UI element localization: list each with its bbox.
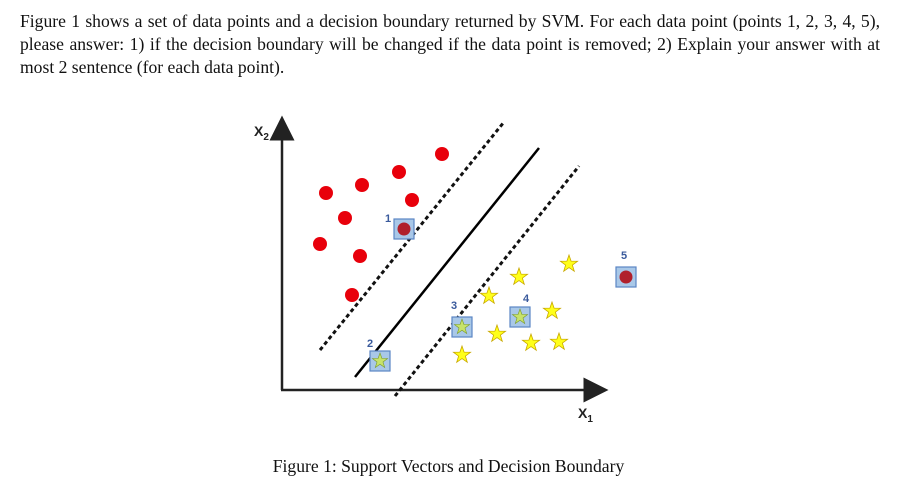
decision-boundary bbox=[354, 147, 540, 378]
x-axis-label: X1 bbox=[578, 405, 593, 425]
lower-margin-line bbox=[393, 165, 581, 397]
yellow-class-points bbox=[452, 253, 579, 364]
yellow-star bbox=[509, 266, 529, 286]
highlighted-point-5: 5 bbox=[615, 250, 637, 288]
point-label-1: 1 bbox=[385, 213, 391, 225]
yellow-star bbox=[521, 332, 541, 352]
red-point bbox=[392, 165, 406, 179]
figure-caption: Figure 1: Support Vectors and Decision B… bbox=[272, 456, 625, 476]
highlighted-point-4: 4 bbox=[509, 293, 531, 328]
red-point bbox=[319, 186, 333, 200]
red-class-points bbox=[313, 147, 449, 302]
question-text: Figure 1 shows a set of data points and … bbox=[20, 11, 880, 77]
point-label-2: 2 bbox=[367, 338, 373, 350]
red-point bbox=[353, 249, 367, 263]
yellow-star bbox=[559, 253, 579, 273]
yellow-star bbox=[549, 331, 569, 351]
highlighted-point-1: 1 bbox=[385, 213, 415, 240]
yellow-star bbox=[452, 344, 472, 364]
highlighted-point-3: 3 bbox=[451, 300, 473, 338]
highlighted-point-2: 2 bbox=[367, 338, 391, 372]
red-point bbox=[313, 237, 327, 251]
point-label-5: 5 bbox=[621, 250, 627, 262]
point-label-4: 4 bbox=[523, 293, 530, 305]
y-axis-label: X2 bbox=[254, 123, 269, 143]
point-label-3: 3 bbox=[451, 300, 457, 312]
yellow-star bbox=[487, 323, 507, 343]
red-point bbox=[355, 178, 369, 192]
red-point bbox=[435, 147, 449, 161]
yellow-star bbox=[542, 300, 562, 320]
red-point bbox=[345, 288, 359, 302]
yellow-star bbox=[479, 285, 499, 305]
red-point bbox=[338, 211, 352, 225]
red-point bbox=[405, 193, 419, 207]
